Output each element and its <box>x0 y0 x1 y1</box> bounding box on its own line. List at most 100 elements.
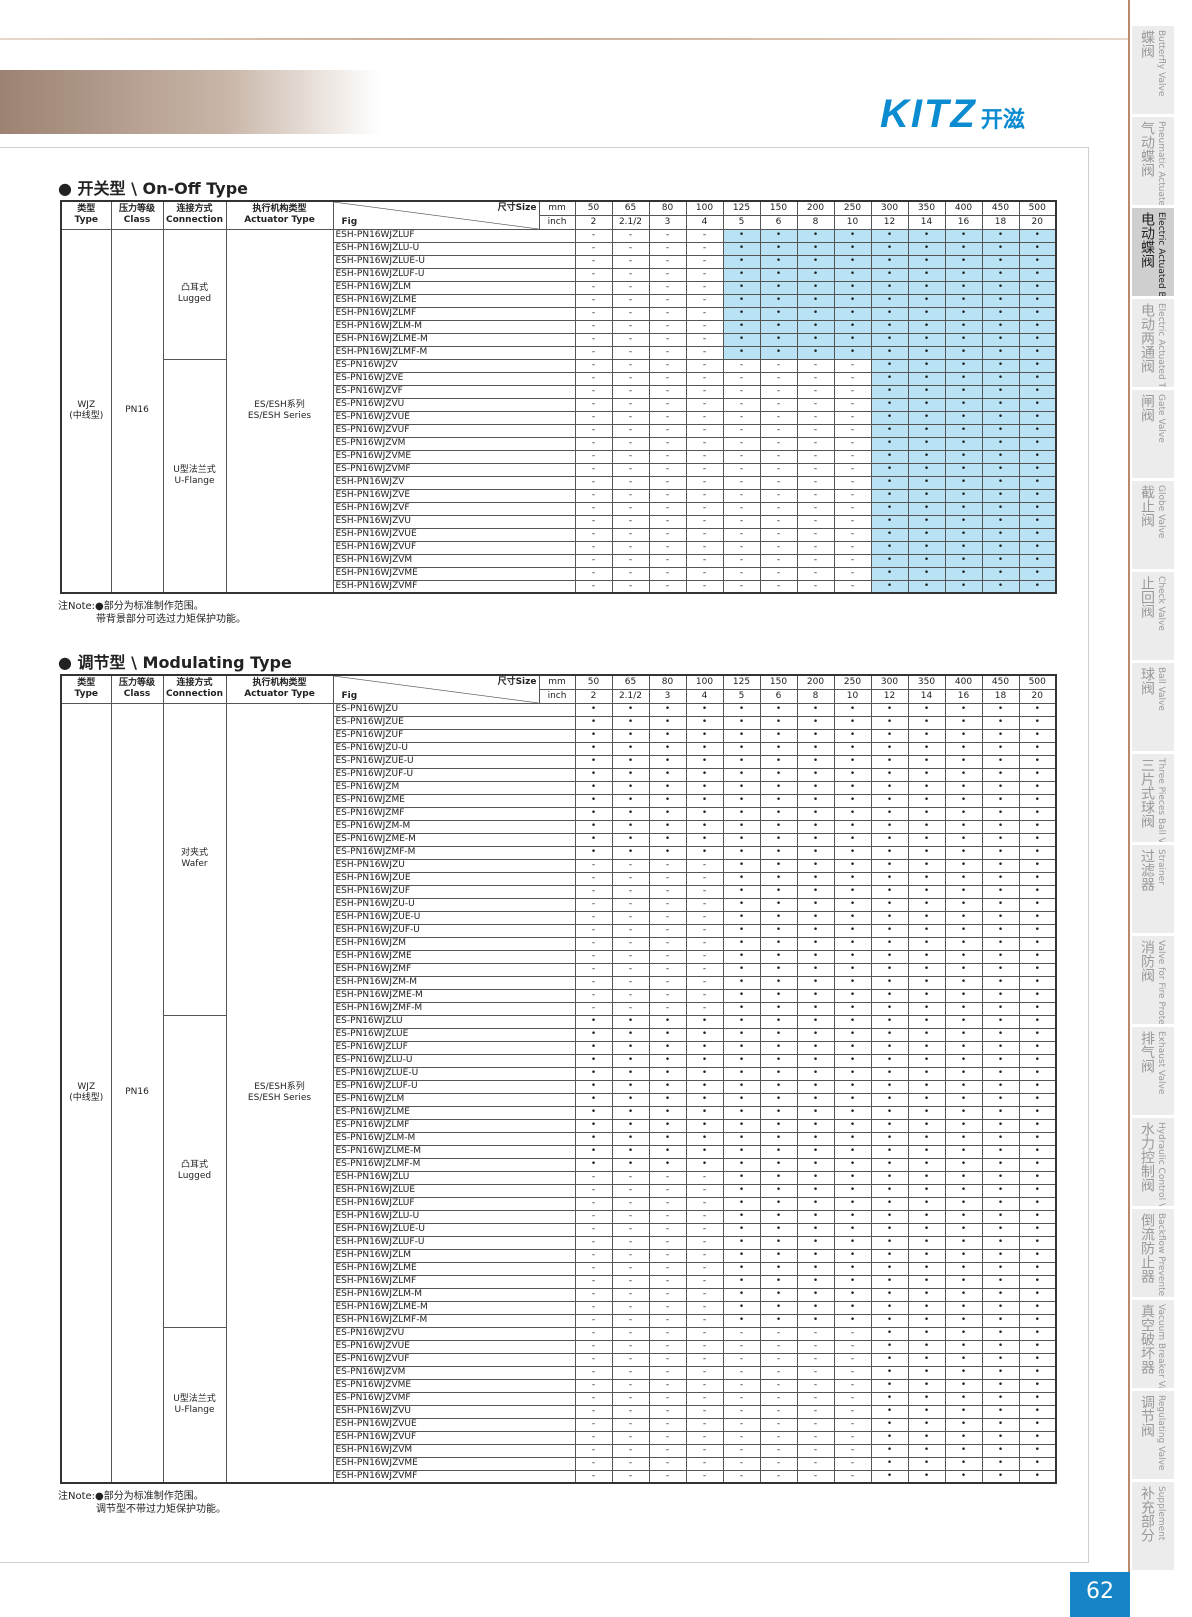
availability-cell: • <box>870 975 909 990</box>
availability-cell: - <box>796 488 835 503</box>
availability-cell: - <box>685 884 724 899</box>
availability-cell: • <box>722 319 761 334</box>
availability-cell: • <box>981 527 1020 542</box>
availability-cell: • <box>1018 728 1057 743</box>
availability-cell: • <box>648 1040 687 1055</box>
fig-cell: ESH-PN16WJZU <box>332 858 576 873</box>
size-inch: 18 <box>981 214 1020 230</box>
availability-cell: - <box>611 267 650 282</box>
availability-cell: • <box>796 1170 835 1185</box>
availability-cell: - <box>611 936 650 951</box>
availability-cell: • <box>796 1157 835 1172</box>
availability-cell: • <box>907 767 946 782</box>
availability-cell: • <box>722 754 761 769</box>
table-row: ESH-PN16WJZVF - - - - - - - - • • • • • <box>61 501 1057 516</box>
header-row: 类型 Type 压力等级 Class 连接方式 Connection 执行机构类型 Actua… <box>60 674 1057 704</box>
availability-cell: - <box>648 1248 687 1263</box>
availability-cell: • <box>722 1300 761 1315</box>
availability-cell: • <box>759 1066 798 1081</box>
fig-cell: ESH-PN16WJZVU <box>332 1404 576 1419</box>
availability-cell: • <box>870 1235 909 1250</box>
availability-cell: • <box>685 767 724 782</box>
availability-cell: - <box>722 1352 761 1367</box>
availability-cell: • <box>907 1365 946 1380</box>
availability-cell: • <box>870 1469 909 1484</box>
availability-cell: - <box>685 384 724 399</box>
availability-cell: - <box>685 1209 724 1224</box>
availability-cell: - <box>759 371 798 386</box>
availability-cell: • <box>981 988 1020 1003</box>
availability-cell: • <box>722 780 761 795</box>
fig-cell: ESH-PN16WJZLUF <box>332 1196 576 1211</box>
availability-cell: • <box>870 423 909 438</box>
table-row: ES-PN16WJZLUF-U • • • • • • • • • • • • • <box>61 1079 1057 1094</box>
availability-cell: - <box>648 267 687 282</box>
availability-cell: - <box>574 397 613 412</box>
availability-cell: • <box>981 1391 1020 1406</box>
availability-cell: • <box>907 910 946 925</box>
availability-cell: • <box>981 1157 1020 1172</box>
availability-cell: • <box>796 1092 835 1107</box>
availability-cell: - <box>611 1248 650 1263</box>
availability-cell: • <box>907 741 946 756</box>
availability-cell: • <box>648 1092 687 1107</box>
size-inch: 2 <box>574 214 613 230</box>
availability-cell: • <box>981 1066 1020 1081</box>
availability-cell: • <box>759 1027 798 1042</box>
fig-cell: ESH-PN16WJZLME <box>332 293 576 308</box>
availability-cell: - <box>648 1339 687 1354</box>
availability-cell: • <box>759 728 798 743</box>
availability-cell: • <box>870 449 909 464</box>
availability-cell: • <box>870 1261 909 1276</box>
connection-en: U-Flange <box>174 1404 215 1415</box>
tab-cn: 调节阀 <box>1139 1395 1155 1437</box>
availability-cell: • <box>759 858 798 873</box>
availability-cell: - <box>611 319 650 334</box>
fig-label: Fig <box>341 690 358 701</box>
header-cn: 压力等级 <box>118 204 155 215</box>
availability-cell: • <box>981 280 1020 295</box>
availability-cell: • <box>611 1105 650 1120</box>
table-row: U型法兰式 U-Flange ES-PN16WJZV - - - - - - - - • • • • • <box>61 358 1057 594</box>
availability-cell: • <box>944 936 983 951</box>
availability-cell: - <box>722 1443 761 1458</box>
availability-cell: • <box>907 1183 946 1198</box>
availability-cell: • <box>722 1027 761 1042</box>
availability-cell: • <box>870 397 909 412</box>
availability-cell: - <box>685 1443 724 1458</box>
availability-cell: • <box>907 475 946 490</box>
availability-cell: - <box>648 397 687 412</box>
availability-cell: • <box>685 728 724 743</box>
connection-cn: U型法兰式 <box>173 1393 216 1404</box>
connection-cell: 凸耳式 Lugged <box>162 1014 227 1328</box>
availability-cell: - <box>722 410 761 425</box>
availability-cell: - <box>833 1417 872 1432</box>
availability-cell: • <box>907 1170 946 1185</box>
availability-cell: • <box>944 332 983 347</box>
availability-cell: - <box>611 1378 650 1393</box>
availability-cell: • <box>870 1365 909 1380</box>
table-row: ES-PN16WJZVUF - - - - - - - - • • • • • <box>61 1352 1057 1367</box>
availability-cell: • <box>944 1300 983 1315</box>
fig-cell: ES-PN16WJZLUE-U <box>332 1066 576 1081</box>
availability-cell: • <box>833 767 872 782</box>
availability-cell: - <box>833 1365 872 1380</box>
availability-cell: • <box>611 1014 650 1029</box>
availability-cell: • <box>722 1183 761 1198</box>
availability-cell: - <box>796 1456 835 1471</box>
availability-cell: - <box>796 1352 835 1367</box>
availability-cell: • <box>907 832 946 847</box>
availability-cell: - <box>796 436 835 451</box>
type-cell: WJZ (中线型) <box>60 702 112 1484</box>
availability-cell: - <box>574 267 613 282</box>
availability-cell: - <box>574 579 613 594</box>
availability-cell: • <box>981 423 1020 438</box>
availability-cell: • <box>722 715 761 730</box>
availability-cell: - <box>648 1170 687 1185</box>
logo-text: KITZ <box>880 92 977 136</box>
availability-cell: • <box>870 280 909 295</box>
availability-cell: • <box>944 501 983 516</box>
availability-cell: • <box>796 345 835 360</box>
availability-cell: • <box>722 280 761 295</box>
availability-cell: • <box>944 1417 983 1432</box>
